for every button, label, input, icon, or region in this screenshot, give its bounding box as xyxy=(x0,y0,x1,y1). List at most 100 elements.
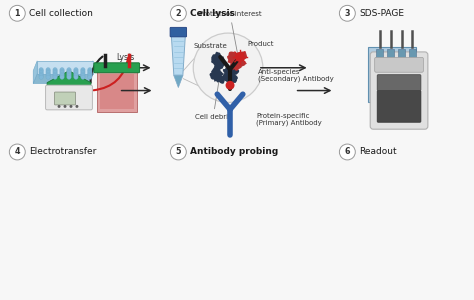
Circle shape xyxy=(67,69,71,74)
FancyBboxPatch shape xyxy=(374,57,423,72)
Circle shape xyxy=(67,68,71,72)
Text: Anti-species
(Secondary) Antibody: Anti-species (Secondary) Antibody xyxy=(258,69,334,82)
Circle shape xyxy=(226,81,235,90)
Circle shape xyxy=(53,69,57,74)
Circle shape xyxy=(88,72,92,76)
Text: Protein-specific
(Primary) Antibody: Protein-specific (Primary) Antibody xyxy=(256,112,322,126)
Circle shape xyxy=(193,33,263,102)
Circle shape xyxy=(75,105,78,108)
Circle shape xyxy=(46,74,50,78)
Circle shape xyxy=(53,75,57,80)
Polygon shape xyxy=(33,74,93,84)
FancyBboxPatch shape xyxy=(387,49,394,59)
Circle shape xyxy=(67,75,71,80)
Circle shape xyxy=(46,68,50,72)
Polygon shape xyxy=(172,36,185,76)
Circle shape xyxy=(64,105,66,108)
Polygon shape xyxy=(174,76,183,88)
Polygon shape xyxy=(33,61,37,84)
Circle shape xyxy=(60,70,64,75)
Circle shape xyxy=(74,74,78,78)
Circle shape xyxy=(74,75,78,80)
Text: 2: 2 xyxy=(175,9,181,18)
Circle shape xyxy=(81,68,85,72)
Circle shape xyxy=(67,70,71,75)
Circle shape xyxy=(81,70,85,75)
Text: Readout: Readout xyxy=(359,148,397,157)
Text: Substrate: Substrate xyxy=(193,43,227,49)
Circle shape xyxy=(60,68,64,72)
Text: Protein of interest: Protein of interest xyxy=(199,11,261,53)
Circle shape xyxy=(339,5,356,21)
FancyBboxPatch shape xyxy=(377,91,421,122)
Circle shape xyxy=(70,105,73,108)
Circle shape xyxy=(81,69,85,74)
FancyBboxPatch shape xyxy=(170,27,187,37)
Circle shape xyxy=(81,75,85,80)
Text: SDS-PAGE: SDS-PAGE xyxy=(359,9,404,18)
Circle shape xyxy=(39,75,43,80)
FancyBboxPatch shape xyxy=(376,49,383,59)
Circle shape xyxy=(74,72,78,76)
Circle shape xyxy=(235,52,245,62)
Circle shape xyxy=(81,74,85,78)
Circle shape xyxy=(88,69,92,74)
Polygon shape xyxy=(47,71,91,92)
Circle shape xyxy=(60,75,64,80)
Polygon shape xyxy=(222,68,239,83)
Circle shape xyxy=(57,105,61,108)
Polygon shape xyxy=(89,61,93,84)
Circle shape xyxy=(60,74,64,78)
Circle shape xyxy=(88,70,92,75)
Polygon shape xyxy=(227,51,247,71)
Circle shape xyxy=(53,68,57,72)
Polygon shape xyxy=(211,52,227,70)
Text: 6: 6 xyxy=(345,148,350,157)
Circle shape xyxy=(46,72,50,76)
Text: Cell debris: Cell debris xyxy=(195,76,231,120)
Text: Electrotransfer: Electrotransfer xyxy=(29,148,97,157)
FancyBboxPatch shape xyxy=(398,49,405,59)
Circle shape xyxy=(67,74,71,78)
Circle shape xyxy=(60,69,64,74)
FancyBboxPatch shape xyxy=(55,92,75,105)
Circle shape xyxy=(39,74,43,78)
Text: Product: Product xyxy=(248,41,274,47)
Circle shape xyxy=(9,5,25,21)
Polygon shape xyxy=(97,70,137,112)
Text: 1: 1 xyxy=(15,9,20,18)
Circle shape xyxy=(39,69,43,74)
Text: Lysis: Lysis xyxy=(117,53,135,62)
Circle shape xyxy=(46,75,50,80)
Circle shape xyxy=(46,69,50,74)
Text: 4: 4 xyxy=(15,148,20,157)
Text: 3: 3 xyxy=(345,9,350,18)
Text: 5: 5 xyxy=(175,148,181,157)
FancyBboxPatch shape xyxy=(94,63,139,73)
Polygon shape xyxy=(37,61,93,74)
Circle shape xyxy=(39,72,43,76)
FancyBboxPatch shape xyxy=(377,75,421,91)
Text: Cell lysis: Cell lysis xyxy=(190,9,235,18)
Circle shape xyxy=(60,72,64,76)
Circle shape xyxy=(88,75,92,80)
Text: Cell collection: Cell collection xyxy=(29,9,93,18)
Circle shape xyxy=(339,144,356,160)
FancyBboxPatch shape xyxy=(100,74,134,110)
Circle shape xyxy=(53,72,57,76)
Circle shape xyxy=(170,5,186,21)
FancyBboxPatch shape xyxy=(368,47,416,102)
Circle shape xyxy=(74,68,78,72)
Circle shape xyxy=(9,144,25,160)
Text: Antibody probing: Antibody probing xyxy=(190,148,279,157)
FancyBboxPatch shape xyxy=(46,85,92,110)
Circle shape xyxy=(53,74,57,78)
Circle shape xyxy=(81,72,85,76)
Circle shape xyxy=(88,74,92,78)
Circle shape xyxy=(88,68,92,72)
Circle shape xyxy=(39,70,43,75)
Circle shape xyxy=(170,144,186,160)
Circle shape xyxy=(39,68,43,72)
Polygon shape xyxy=(210,66,225,84)
FancyBboxPatch shape xyxy=(370,52,428,129)
